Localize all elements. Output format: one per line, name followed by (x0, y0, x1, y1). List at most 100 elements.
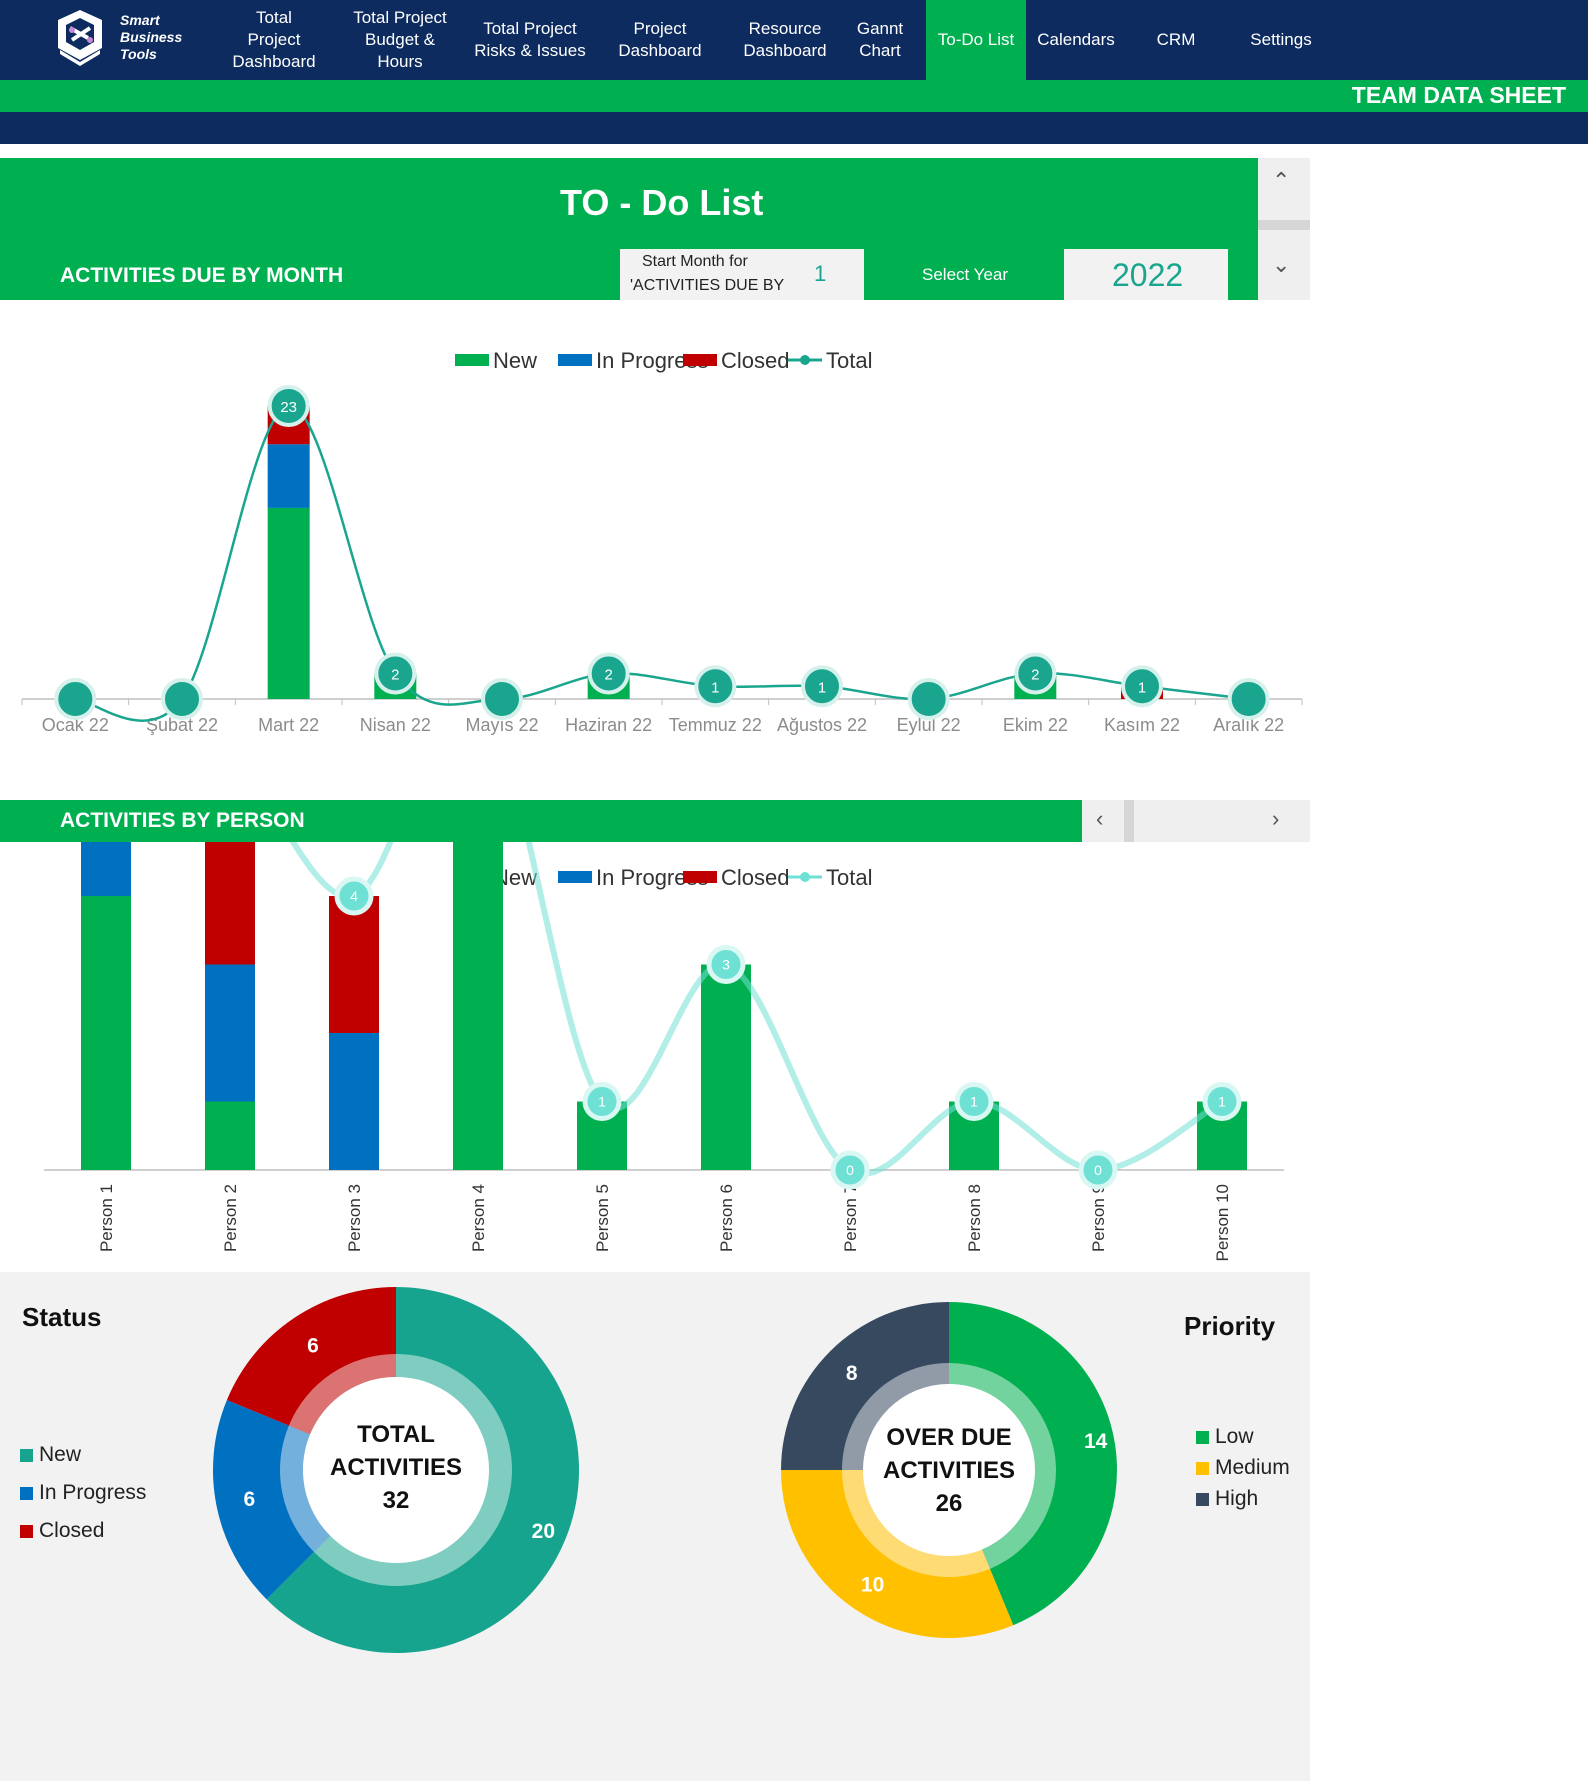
bar-segment-new (81, 896, 131, 1170)
legend-label-closed: Closed (721, 865, 789, 890)
bar-segment-new (267, 507, 310, 699)
total-point (1121, 665, 1163, 708)
total-data-label: 2 (604, 667, 612, 684)
activities-by-person-title: ACTIVITIES BY PERSON (60, 809, 305, 832)
nav-item-resource-dashboard[interactable]: Resource Dashboard (715, 0, 855, 80)
nav-item-label: Project Dashboard (618, 18, 701, 62)
total-data-label: 1 (1218, 1094, 1226, 1110)
donut-slice-closed (226, 1287, 396, 1435)
legend-label: Medium (1215, 1456, 1290, 1479)
nav-item-calendars[interactable]: Calendars (1026, 0, 1126, 80)
x-tick-label: Person 8 (965, 1184, 984, 1252)
nav-item-label-line: To-Do List (937, 30, 1015, 49)
nav-item-crm[interactable]: CRM (1126, 0, 1226, 80)
legend-label-total: Total (826, 348, 872, 373)
x-tick-label: Nisan 22 (360, 715, 431, 735)
x-tick-label: Person 5 (593, 1184, 612, 1252)
total-activities-count: 32 (382, 1487, 410, 1514)
legend-label-total: Total (826, 865, 872, 890)
total-data-label: 1 (970, 1094, 978, 1110)
donut-slice-high (781, 1302, 949, 1470)
nav-item-total-project-dashboard[interactable]: Total Project Dashboard (210, 0, 338, 80)
scroll-thumb[interactable] (1124, 800, 1134, 842)
nav-item-project-dashboard[interactable]: Project Dashboard (590, 0, 730, 80)
total-point (1014, 652, 1057, 695)
legend-label: New (39, 1443, 82, 1466)
total-data-label: 0 (1094, 1162, 1102, 1178)
legend-swatch (20, 1524, 33, 1538)
nav-item-label-line: Calendars (1037, 30, 1115, 49)
start-month-label-line2: 'ACTIVITIES DUE BY (630, 277, 785, 294)
x-tick-label: Haziran 22 (565, 715, 652, 735)
legend-swatch-in-progress (558, 354, 592, 366)
total-point (1227, 678, 1270, 720)
over-due-line1: OVER DUE (886, 1424, 1012, 1451)
donut-slice-value: 20 (532, 1520, 555, 1543)
legend-swatch-closed (683, 871, 717, 883)
legend-label: Low (1215, 1425, 1254, 1448)
x-tick-label: Person 1 (97, 1184, 116, 1252)
nav-item-label-line: CRM (1156, 30, 1196, 49)
smart-business-tools-logo-icon[interactable] (50, 6, 200, 74)
year-spinner[interactable]: ⌃ ⌄ (1258, 158, 1310, 300)
nav-item-total-project-risks-issues[interactable]: Total Project Risks & Issues (455, 0, 605, 80)
legend-label: Closed (39, 1519, 105, 1542)
x-tick-label: Ağustos 22 (777, 715, 867, 735)
donut-slice-value: 6 (244, 1488, 256, 1511)
total-activities-line1: TOTAL (357, 1421, 435, 1448)
total-point (374, 652, 417, 695)
over-due-count: 26 (935, 1490, 963, 1517)
total-data-label: 1 (598, 1094, 606, 1110)
bar-segment-in-progress (267, 444, 310, 508)
scroll-right-icon[interactable]: › (1272, 806, 1280, 831)
legend-swatch (20, 1486, 33, 1500)
start-month-input[interactable]: 1 (814, 261, 827, 286)
spinner-up-icon[interactable]: ⌃ (1272, 168, 1291, 193)
donut-slice-new (266, 1287, 579, 1653)
nav-item-label-line: Total (256, 8, 292, 27)
scroll-left-icon[interactable]: ‹ (1096, 806, 1104, 831)
donut-center (303, 1377, 489, 1563)
legend-swatch-total-marker (800, 355, 810, 365)
nav-item-to-do-list[interactable]: To-Do List (926, 0, 1026, 80)
spinner-thumb[interactable] (1258, 220, 1310, 230)
legend-label-closed: Closed (721, 348, 789, 373)
donut-inner-ring (313, 1354, 512, 1586)
priority-title: Priority (1184, 1311, 1276, 1341)
total-data-label: 2 (391, 667, 399, 684)
status-title: Status (22, 1302, 102, 1332)
donut-slice-value: 6 (307, 1335, 319, 1358)
nav-item-gannt-chart[interactable]: Gannt Chart (838, 0, 922, 80)
legend-label: High (1215, 1487, 1259, 1510)
total-point (801, 665, 843, 708)
donut-slice-value: 10 (861, 1573, 884, 1596)
team-data-sheet-bar: TEAM DATA SHEET (0, 80, 1588, 112)
legend-label-new: New (493, 348, 537, 373)
nav-item-label: Calendars (1037, 29, 1115, 51)
total-point (267, 385, 310, 427)
nav-item-total-project-budget-hours[interactable]: Total Project Budget & Hours (325, 0, 475, 80)
donut-slice-low (949, 1302, 1117, 1626)
nav-item-label: Resource Dashboard (743, 18, 826, 62)
nav-item-label: Total Project Dashboard (232, 7, 315, 73)
total-point (481, 678, 523, 720)
team-data-sheet-link[interactable]: TEAM DATA SHEET (1351, 82, 1566, 108)
select-year-input[interactable]: 2022 (1064, 249, 1228, 300)
nav-item-label-line: Chart (859, 41, 901, 60)
nav-item-label-line: Total Project (483, 19, 577, 38)
x-tick-label: Person 3 (345, 1184, 364, 1252)
nav-item-settings[interactable]: Settings (1226, 0, 1336, 80)
person-scrollbar[interactable]: ‹ › (1082, 800, 1310, 842)
legend-item-low: Low (1196, 1425, 1254, 1449)
nav-item-label: Settings (1250, 29, 1311, 51)
x-tick-label: Mart 22 (258, 715, 319, 735)
nav-item-label: Total Project Risks & Issues (474, 18, 585, 62)
total-point (954, 1082, 994, 1121)
nav-item-label-line: Dashboard (232, 52, 316, 71)
legend-swatch (1196, 1461, 1209, 1475)
spinner-down-icon[interactable]: ⌄ (1272, 252, 1291, 277)
total-data-label: 1 (1138, 679, 1146, 696)
